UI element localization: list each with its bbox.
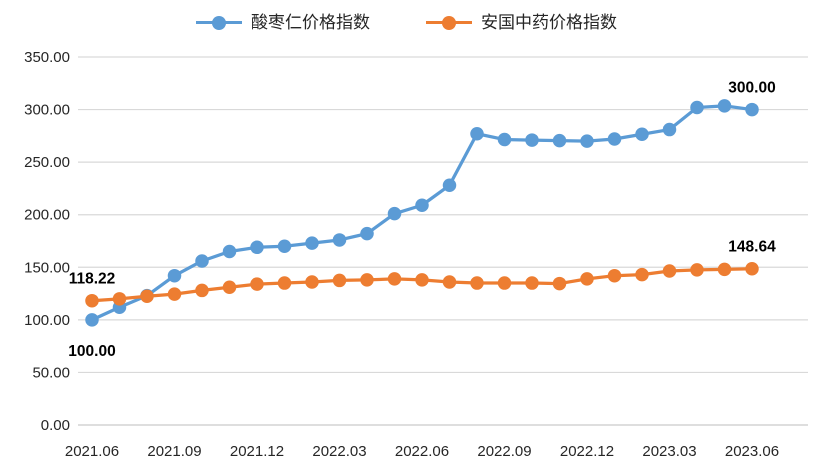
- data-point-marker[interactable]: [222, 280, 237, 295]
- data-point-marker[interactable]: [332, 273, 347, 288]
- legend-item-suanzaoren[interactable]: 酸枣仁价格指数: [196, 14, 370, 31]
- data-point-marker[interactable]: [607, 132, 622, 146]
- legend-label: 安国中药价格指数: [481, 13, 617, 32]
- data-point-marker[interactable]: [580, 272, 594, 286]
- data-point-marker[interactable]: [250, 277, 264, 291]
- x-tick-label: 2022.12: [560, 443, 614, 460]
- series-line-0: [90, 104, 754, 322]
- x-tick-label: 2021.06: [65, 443, 119, 460]
- data-point-marker[interactable]: [332, 233, 347, 247]
- x-tick-label: 2023.03: [642, 443, 696, 460]
- data-point-marker[interactable]: [415, 198, 429, 213]
- data-label: 118.22: [69, 271, 116, 288]
- data-point-marker[interactable]: [140, 289, 154, 303]
- data-point-marker[interactable]: [717, 262, 732, 277]
- data-point-marker[interactable]: [360, 226, 374, 241]
- x-tick-label: 2022.03: [312, 443, 366, 460]
- y-tick-label: 50.00: [32, 364, 70, 381]
- data-point-marker[interactable]: [745, 261, 759, 276]
- x-tick-label: 2022.06: [395, 443, 449, 460]
- data-point-marker[interactable]: [195, 254, 209, 268]
- data-point-marker[interactable]: [470, 276, 484, 290]
- legend-line-marker-icon: [426, 15, 472, 30]
- data-point-marker[interactable]: [607, 268, 622, 283]
- data-point-marker[interactable]: [360, 273, 374, 287]
- data-point-marker[interactable]: [167, 268, 182, 283]
- data-point-marker[interactable]: [387, 206, 402, 221]
- data-point-marker[interactable]: [662, 264, 677, 278]
- y-tick-label: 100.00: [24, 312, 70, 329]
- data-point-marker[interactable]: [662, 122, 677, 137]
- data-point-marker[interactable]: [525, 276, 539, 290]
- y-tick-label: 300.00: [24, 102, 70, 119]
- data-point-marker[interactable]: [635, 127, 649, 142]
- chart-legend: 酸枣仁价格指数 安国中药价格指数: [0, 14, 813, 31]
- legend-item-anguo[interactable]: 安国中药价格指数: [426, 14, 617, 31]
- data-point-marker[interactable]: [85, 313, 99, 327]
- data-point-marker[interactable]: [250, 240, 264, 255]
- data-label: 300.00: [728, 80, 775, 97]
- data-point-marker[interactable]: [305, 275, 319, 289]
- data-point-marker[interactable]: [497, 276, 512, 290]
- data-point-marker[interactable]: [690, 100, 704, 115]
- y-tick-label: 150.00: [24, 259, 70, 276]
- data-point-marker[interactable]: [167, 287, 182, 301]
- legend-label: 酸枣仁价格指数: [251, 13, 370, 32]
- data-point-marker[interactable]: [525, 133, 539, 147]
- data-point-marker[interactable]: [222, 244, 237, 259]
- data-point-marker[interactable]: [745, 102, 759, 117]
- data-point-marker[interactable]: [635, 267, 649, 282]
- data-point-marker[interactable]: [442, 178, 457, 193]
- x-tick-label: 2022.09: [477, 443, 531, 460]
- data-point-marker[interactable]: [85, 293, 99, 308]
- data-point-marker[interactable]: [580, 134, 594, 148]
- data-label: 100.00: [68, 343, 115, 360]
- legend-line-marker-icon: [196, 15, 242, 30]
- y-tick-label: 250.00: [24, 154, 70, 171]
- data-point-marker[interactable]: [277, 239, 292, 254]
- y-tick-label: 200.00: [24, 207, 70, 224]
- data-point-marker[interactable]: [497, 132, 512, 147]
- data-point-marker[interactable]: [717, 99, 732, 113]
- data-point-marker[interactable]: [112, 292, 127, 306]
- data-point-marker[interactable]: [415, 273, 429, 287]
- data-point-marker[interactable]: [387, 272, 402, 286]
- y-tick-label: 0.00: [41, 417, 70, 434]
- x-tick-label: 2023.06: [725, 443, 779, 460]
- y-tick-label: 350.00: [24, 49, 70, 66]
- data-point-marker[interactable]: [690, 263, 704, 277]
- x-tick-label: 2021.12: [230, 443, 284, 460]
- data-point-marker[interactable]: [277, 276, 292, 290]
- data-point-marker[interactable]: [195, 283, 209, 298]
- data-point-marker[interactable]: [442, 275, 457, 289]
- data-point-marker[interactable]: [470, 127, 484, 141]
- data-point-marker[interactable]: [552, 276, 567, 291]
- data-label: 148.64: [728, 239, 776, 256]
- x-tick-label: 2021.09: [147, 443, 201, 460]
- data-point-marker[interactable]: [305, 236, 319, 250]
- data-point-marker[interactable]: [552, 133, 567, 148]
